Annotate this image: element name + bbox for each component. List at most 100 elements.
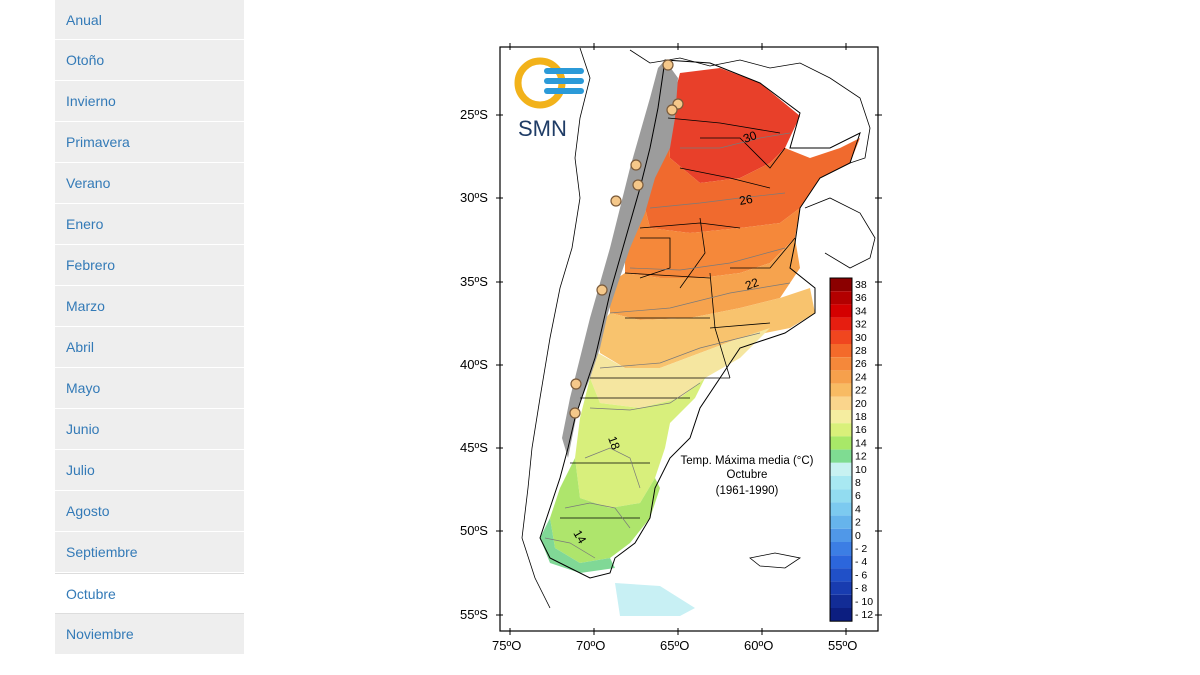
legend-label: 6 bbox=[855, 490, 861, 502]
legend-label: 14 bbox=[855, 437, 867, 449]
legend-swatch bbox=[830, 462, 852, 476]
legend-label: - 6 bbox=[855, 569, 867, 581]
legend-swatch bbox=[830, 568, 852, 582]
nav-item-label: Noviembre bbox=[66, 626, 134, 642]
legend-label: 24 bbox=[855, 371, 867, 383]
legend-label: - 4 bbox=[855, 556, 867, 568]
sidebar-nav: Anual Otoño Invierno Primavera Verano En… bbox=[55, 0, 244, 655]
nav-item-label: Julio bbox=[66, 462, 95, 478]
nav-item-verano[interactable]: Verano bbox=[55, 163, 244, 204]
nav-item-junio[interactable]: Junio bbox=[55, 409, 244, 450]
nav-item-label: Verano bbox=[66, 175, 111, 191]
legend-swatch bbox=[830, 330, 852, 344]
nav-item-febrero[interactable]: Febrero bbox=[55, 245, 244, 286]
nav-item-label: Abril bbox=[66, 339, 95, 355]
nav-item-label: Septiembre bbox=[66, 544, 138, 560]
nav-item-septiembre[interactable]: Septiembre bbox=[55, 532, 244, 573]
legend-label: - 10 bbox=[855, 596, 873, 608]
lat-labels: 25ºS 30ºS 35ºS 40ºS 45ºS 50ºS 55ºS bbox=[460, 107, 488, 622]
legend-label: 8 bbox=[855, 477, 861, 489]
smn-logo-wave bbox=[544, 88, 584, 94]
nav-item-enero[interactable]: Enero bbox=[55, 204, 244, 245]
nav-item-label: Febrero bbox=[66, 257, 116, 273]
smn-logo-wave bbox=[544, 68, 584, 74]
map-title-line2: Octubre bbox=[727, 469, 768, 481]
legend-swatch bbox=[830, 423, 852, 437]
legend-label: 26 bbox=[855, 358, 867, 370]
lon-label: 70ºO bbox=[576, 638, 605, 653]
station-marker bbox=[630, 159, 642, 171]
map-svg: 30 26 22 18 14 SMN 25ºS 30ºS bbox=[460, 43, 882, 653]
nav-item-invierno[interactable]: Invierno bbox=[55, 81, 244, 122]
nav-item-octubre[interactable]: Octubre bbox=[55, 573, 244, 614]
uruguay-outline bbox=[804, 197, 876, 269]
nav-item-label: Enero bbox=[66, 216, 104, 232]
legend-swatch bbox=[830, 304, 852, 318]
argentina-outline bbox=[539, 59, 861, 579]
smn-logo-text: SMN bbox=[518, 116, 567, 141]
legend-label: 28 bbox=[855, 345, 867, 357]
legend-label: 36 bbox=[855, 292, 867, 304]
province-borders bbox=[560, 117, 796, 519]
station-marker bbox=[666, 104, 678, 116]
legend-swatch bbox=[830, 291, 852, 305]
legend-label: 4 bbox=[855, 503, 861, 515]
band-tierra-del-fuego bbox=[615, 583, 695, 616]
nav-item-label: Junio bbox=[66, 421, 100, 437]
legend-label: - 12 bbox=[855, 609, 873, 621]
contour-label-30: 30 bbox=[741, 128, 759, 146]
map-title-line3: (1961-1990) bbox=[716, 485, 779, 497]
nav-item-otono[interactable]: Otoño bbox=[55, 40, 244, 81]
contour-label-22: 22 bbox=[743, 275, 761, 293]
legend-label: 22 bbox=[855, 385, 867, 397]
contour-label-26: 26 bbox=[738, 192, 754, 208]
nav-item-label: Primavera bbox=[66, 134, 130, 150]
station-marker bbox=[632, 179, 644, 191]
nav-item-agosto[interactable]: Agosto bbox=[55, 491, 244, 532]
smn-logo: SMN bbox=[514, 57, 584, 141]
contour-lines bbox=[544, 132, 791, 559]
contour-label-14: 14 bbox=[570, 528, 589, 547]
lat-label: 25ºS bbox=[460, 107, 488, 122]
nav-item-abril[interactable]: Abril bbox=[55, 327, 244, 368]
legend-label: 30 bbox=[855, 332, 867, 344]
station-marker bbox=[662, 59, 674, 71]
legend-label: - 8 bbox=[855, 583, 867, 595]
legend-swatch bbox=[830, 357, 852, 371]
legend-label: - 2 bbox=[855, 543, 867, 555]
legend-swatch bbox=[830, 436, 852, 450]
legend-label: 2 bbox=[855, 517, 861, 529]
lon-ticks bbox=[509, 43, 847, 635]
smn-logo-wave bbox=[544, 78, 584, 84]
nav-item-mayo[interactable]: Mayo bbox=[55, 368, 244, 409]
lat-label: 55ºS bbox=[460, 607, 488, 622]
legend-swatch bbox=[830, 542, 852, 556]
nav-item-primavera[interactable]: Primavera bbox=[55, 122, 244, 163]
lat-label: 30ºS bbox=[460, 190, 488, 205]
legend-label: 18 bbox=[855, 411, 867, 423]
band-14 bbox=[540, 518, 615, 573]
legend-swatch bbox=[830, 515, 852, 529]
legend-swatch bbox=[830, 370, 852, 384]
nav-item-noviembre[interactable]: Noviembre bbox=[55, 614, 244, 655]
station-marker bbox=[596, 284, 608, 296]
band-22 bbox=[598, 288, 815, 368]
legend-swatch bbox=[830, 608, 852, 622]
legend-label: 16 bbox=[855, 424, 867, 436]
bolivia-paraguay-outline bbox=[629, 49, 871, 169]
lat-label: 40ºS bbox=[460, 357, 488, 372]
nav-item-label: Otoño bbox=[66, 52, 105, 68]
nav-item-label: Octubre bbox=[66, 585, 116, 602]
lon-label: 60ºO bbox=[744, 638, 773, 653]
nav-item-anual[interactable]: Anual bbox=[55, 0, 244, 40]
nav-item-julio[interactable]: Julio bbox=[55, 450, 244, 491]
station-markers bbox=[569, 59, 684, 419]
legend-swatch bbox=[830, 317, 852, 331]
lon-label: 55ºO bbox=[828, 638, 857, 653]
nav-item-marzo[interactable]: Marzo bbox=[55, 286, 244, 327]
map-title: Temp. Máxima media (°C) Octubre (1961-19… bbox=[680, 455, 813, 497]
legend-swatch bbox=[830, 449, 852, 463]
legend-swatch bbox=[830, 383, 852, 397]
legend-label: 0 bbox=[855, 530, 861, 542]
